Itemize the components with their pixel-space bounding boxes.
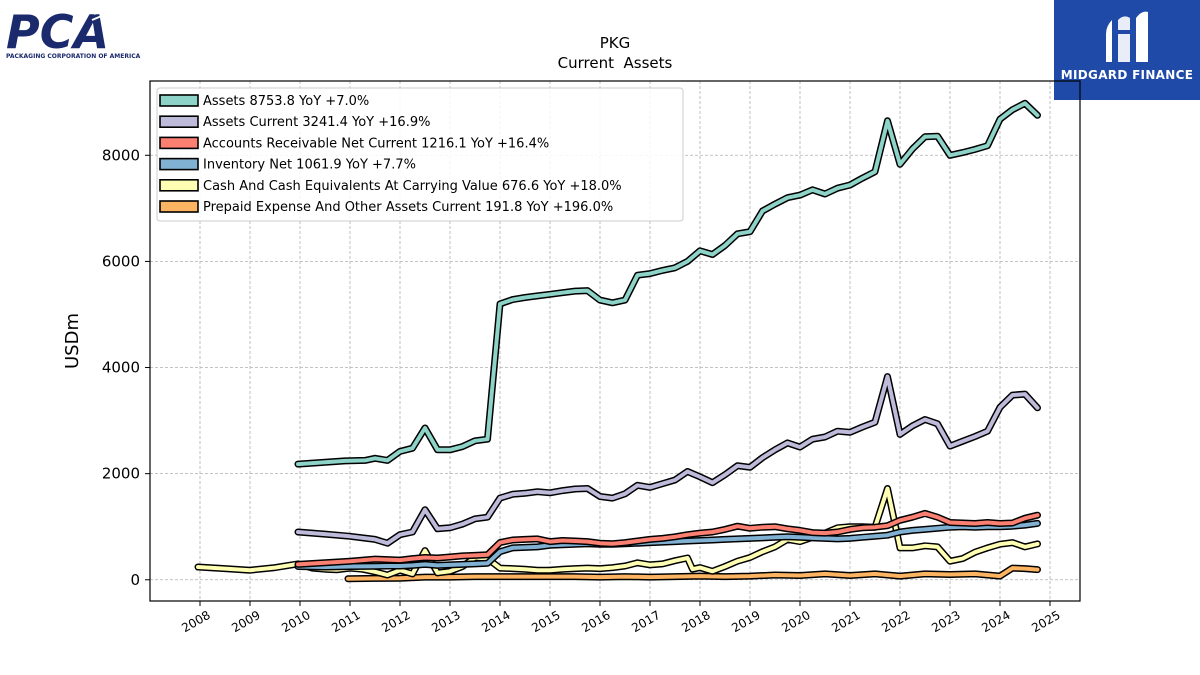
series-line-fill [296, 101, 1040, 467]
y-tick-label: 8000 [102, 146, 140, 164]
y-axis-label: USDm [62, 313, 83, 369]
legend-box [156, 87, 684, 222]
series-line-fill [346, 566, 1040, 581]
x-tick-label: 2009 [229, 608, 262, 635]
y-tick-label: 4000 [102, 359, 140, 377]
legend-swatch [159, 179, 199, 192]
x-tick-label: 2008 [179, 608, 212, 635]
x-tick-label: 2010 [279, 608, 312, 635]
legend-swatch [159, 157, 199, 171]
legend-label: Cash And Cash Equivalents At Carrying Va… [203, 179, 622, 194]
series-line [194, 485, 1041, 579]
chart-title: PKG [600, 34, 631, 52]
legend-label: Inventory Net 1061.9 YoY +7.7% [203, 158, 416, 173]
y-tick-label: 6000 [102, 252, 140, 270]
series-line-fill [296, 374, 1040, 546]
midgard-logo-text: MIDGARD FINANCE [1060, 68, 1194, 82]
plot-frame [149, 80, 1081, 602]
legend-swatch [159, 136, 199, 150]
x-tick-label: 2021 [829, 608, 862, 635]
x-tick-label: 2013 [429, 608, 462, 635]
series-lines [194, 99, 1041, 583]
x-tick-label: 2018 [679, 608, 712, 635]
pca-logo-subtext: PACKAGING CORPORATION OF AMERICA [6, 53, 141, 60]
series-line-fill [296, 511, 1040, 567]
series-line-outline [294, 373, 1041, 547]
midgard-finance-logo: MIDGARD FINANCE [1054, 0, 1200, 100]
x-tick-label: 2020 [779, 608, 812, 635]
series-line-fill [296, 521, 1040, 569]
legend-label: Assets 8753.8 YoY +7.0% [203, 94, 369, 109]
legend-swatch [159, 115, 199, 128]
x-tick-label: 2011 [329, 608, 362, 635]
series-line [294, 509, 1041, 568]
chart-subtitle: Current Assets [558, 54, 673, 72]
x-tick-label: 2015 [529, 608, 562, 635]
legend-label: Assets Current 3241.4 YoY +16.9% [203, 115, 430, 130]
x-tick-label: 2016 [579, 608, 612, 635]
x-tick-label: 2019 [729, 608, 762, 635]
series-line [344, 564, 1041, 583]
legend: Assets 8753.8 YoY +7.0% Assets Current 32… [156, 87, 684, 222]
legend-swatch [159, 200, 199, 213]
series-line-fill [196, 486, 1040, 577]
legend-label: Accounts Receivable Net Current 1216.1 Y… [203, 136, 549, 151]
series-line [294, 519, 1041, 571]
x-tick-label: 2023 [929, 608, 962, 635]
pca-logo: PCA PACKAGING CORPORATION OF AMERICA [6, 5, 140, 62]
x-tick-label: 2012 [379, 608, 412, 635]
pca-logo-mark: PCA [6, 5, 117, 59]
x-tick-label: 2022 [879, 608, 912, 635]
x-tick-label: 2024 [979, 608, 1012, 635]
x-tick-label: 2014 [479, 608, 512, 635]
y-tick-label: 2000 [102, 465, 140, 483]
series-line [294, 373, 1041, 547]
x-tick-label: 2017 [629, 608, 662, 635]
legend-label: Prepaid Expense And Other Assets Current… [203, 200, 613, 215]
y-tick-label: 0 [130, 571, 140, 589]
legend-swatch [159, 94, 199, 107]
midgard-logo-mark [1106, 11, 1148, 63]
x-tick-label: 2025 [1029, 608, 1062, 635]
pca-logo-letters: PCA [6, 6, 109, 52]
series-line [294, 99, 1041, 468]
